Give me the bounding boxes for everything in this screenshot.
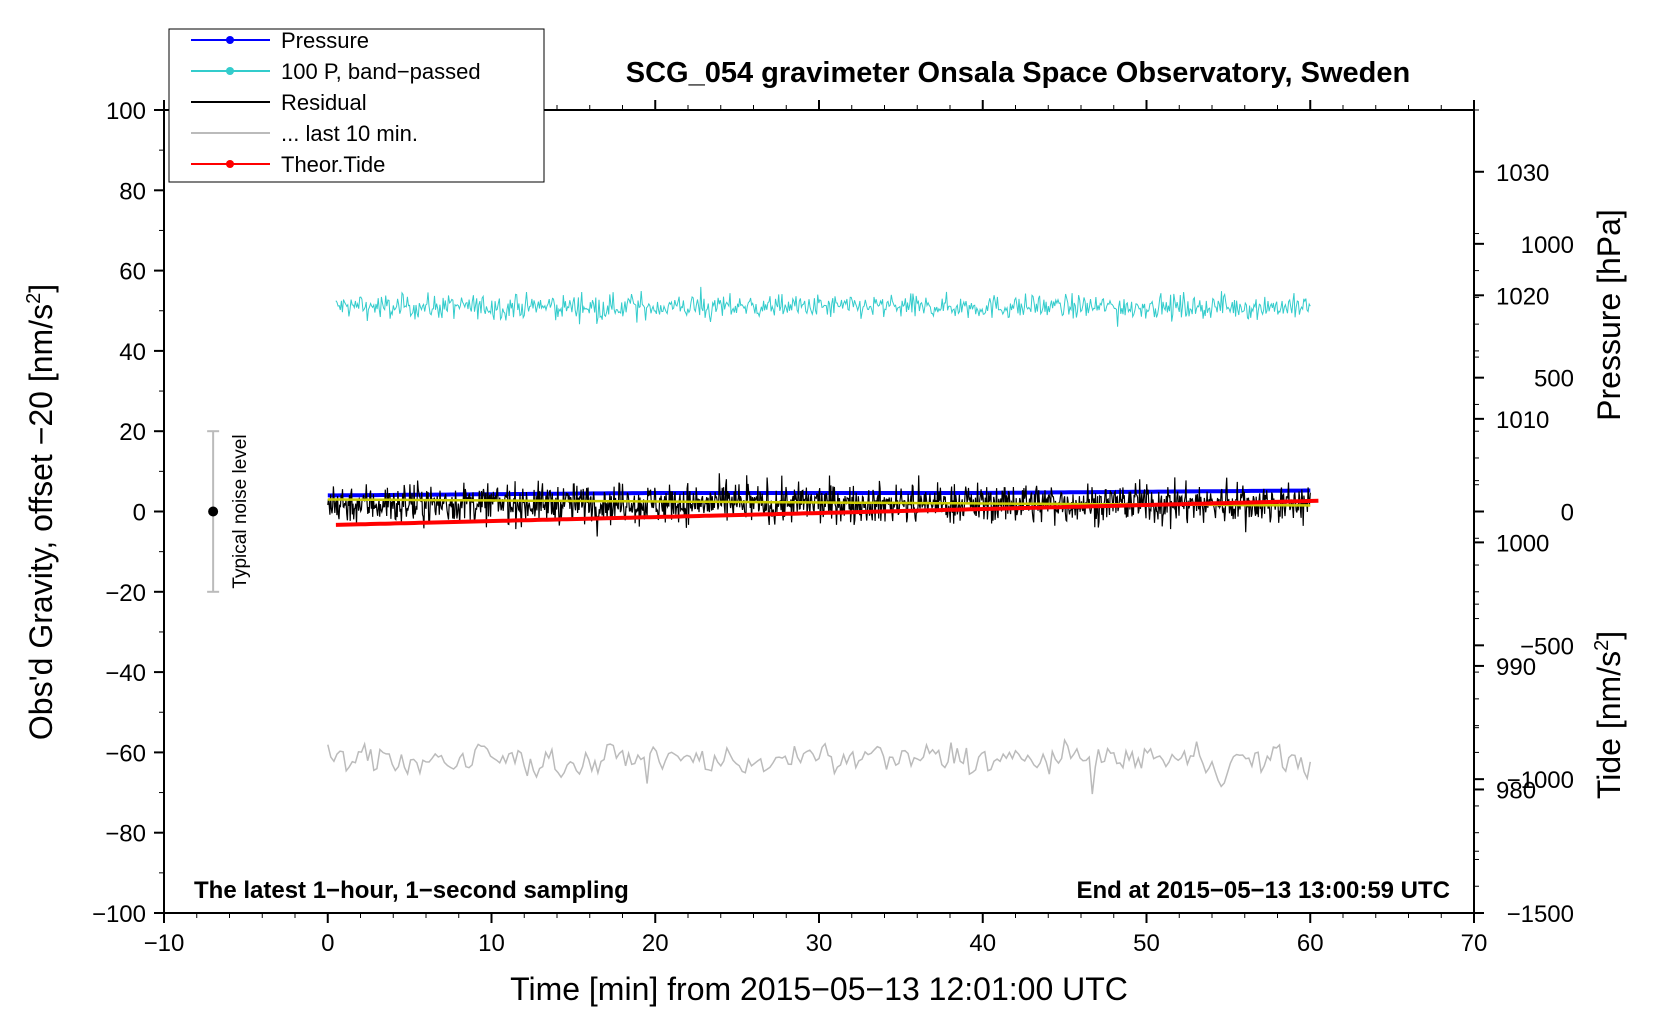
- legend-box: [168, 28, 545, 183]
- x-tick-label: −10: [144, 930, 185, 957]
- tide-tick-label: −1500: [1507, 901, 1574, 928]
- noise-bar: Typical noise level: [207, 430, 251, 593]
- legend-label: Theor.Tide: [281, 152, 385, 177]
- y-tick-label: −60: [105, 740, 146, 767]
- tide-axis-label: Tide [nm/s2]: [1591, 631, 1627, 799]
- noise-bar-dot: [208, 506, 219, 517]
- y-axis-left-label-end: ]: [23, 284, 59, 293]
- legend-label: Residual: [281, 90, 367, 115]
- x-axis-label: Time [min] from 2015−05−13 12:01:00 UTC: [510, 971, 1128, 1007]
- y-tick-label: 60: [119, 259, 146, 286]
- x-tick-label: 30: [806, 930, 833, 957]
- y-tick-label: 100: [106, 98, 146, 125]
- legend-label: 100 P, band−passed: [281, 59, 481, 84]
- legend-label: Pressure: [281, 28, 369, 53]
- y-axis-pressure: 980 990 1000 1010 1020 1030: [1474, 109, 1549, 852]
- pressure-tick-label: 1000: [1496, 530, 1549, 557]
- y-tick-label: −80: [105, 821, 146, 848]
- tide-tick-label: 0: [1561, 500, 1574, 527]
- y-axis-left-label: Obs'd Gravity, offset −20 [nm/s2]: [23, 284, 59, 740]
- tide-tick-label: 1000: [1521, 232, 1574, 259]
- x-tick-label: 20: [642, 930, 669, 957]
- pressure-tick-label: 1010: [1496, 407, 1549, 434]
- y-tick-label: 40: [119, 339, 146, 366]
- legend-marker: [226, 36, 234, 44]
- pressure-tick-label: 980: [1496, 777, 1536, 804]
- pressure-tick-label: 1020: [1496, 283, 1549, 310]
- x-tick-label: 40: [969, 930, 996, 957]
- y-tick-label: −20: [105, 580, 146, 607]
- series-last-10-min: [327, 737, 1312, 795]
- y-tick-label: 80: [119, 178, 146, 205]
- tide-tick-label: 500: [1534, 366, 1574, 393]
- y-tick-label: 0: [133, 500, 146, 527]
- x-tick-label: 60: [1297, 930, 1324, 957]
- chart-title: SCG_054 gravimeter Onsala Space Observat…: [626, 57, 1410, 89]
- noise-bar-label: Typical noise level: [230, 434, 251, 588]
- series-band-passed: [335, 286, 1311, 327]
- legend-marker: [226, 67, 234, 75]
- legend-marker: [226, 160, 234, 168]
- y-axis-left: −100 −80 −60 −40 −20 0 20 40 60 80 100: [92, 98, 164, 928]
- pressure-tick-label: 1030: [1496, 160, 1549, 187]
- plot-series: [327, 286, 1319, 795]
- x-tick-label: 50: [1133, 930, 1160, 957]
- series-theor-tide: [335, 498, 1319, 527]
- tide-axis-label-text: Tide [nm/s: [1591, 651, 1627, 799]
- x-tick-label: 10: [478, 930, 505, 957]
- tide-axis-label-sup: 2: [1591, 640, 1613, 651]
- x-tick-label: 0: [321, 930, 334, 957]
- y-axis-left-label-text: Obs'd Gravity, offset −20 [nm/s: [23, 304, 59, 740]
- x-tick-label: 70: [1461, 930, 1488, 957]
- y-tick-label: −40: [105, 660, 146, 687]
- tide-tick-label: −500: [1520, 633, 1574, 660]
- annotation-right: End at 2015−05−13 13:00:59 UTC: [1076, 877, 1450, 904]
- y-tick-label: −100: [92, 901, 146, 928]
- pressure-tick-label: 990: [1496, 654, 1536, 681]
- legend-label: ... last 10 min.: [281, 121, 418, 146]
- series-residual: [327, 473, 1311, 537]
- tide-axis-label-end: ]: [1591, 631, 1627, 640]
- legend: Pressure 100 P, band−passed Residual ... la…: [168, 28, 545, 183]
- x-axis: −10 0 10 20 30 40 50 60 70: [144, 100, 1488, 957]
- y-tick-label: 20: [119, 419, 146, 446]
- y-axis-left-label-sup: 2: [23, 293, 45, 304]
- tide-tick-label: −1000: [1507, 767, 1574, 794]
- annotation-left: The latest 1−hour, 1−second sampling: [194, 877, 629, 904]
- y-axis-tide: −1500 −1000 −500 0 500 1000: [1474, 232, 1574, 928]
- pressure-axis-label: Pressure [hPa]: [1591, 209, 1627, 421]
